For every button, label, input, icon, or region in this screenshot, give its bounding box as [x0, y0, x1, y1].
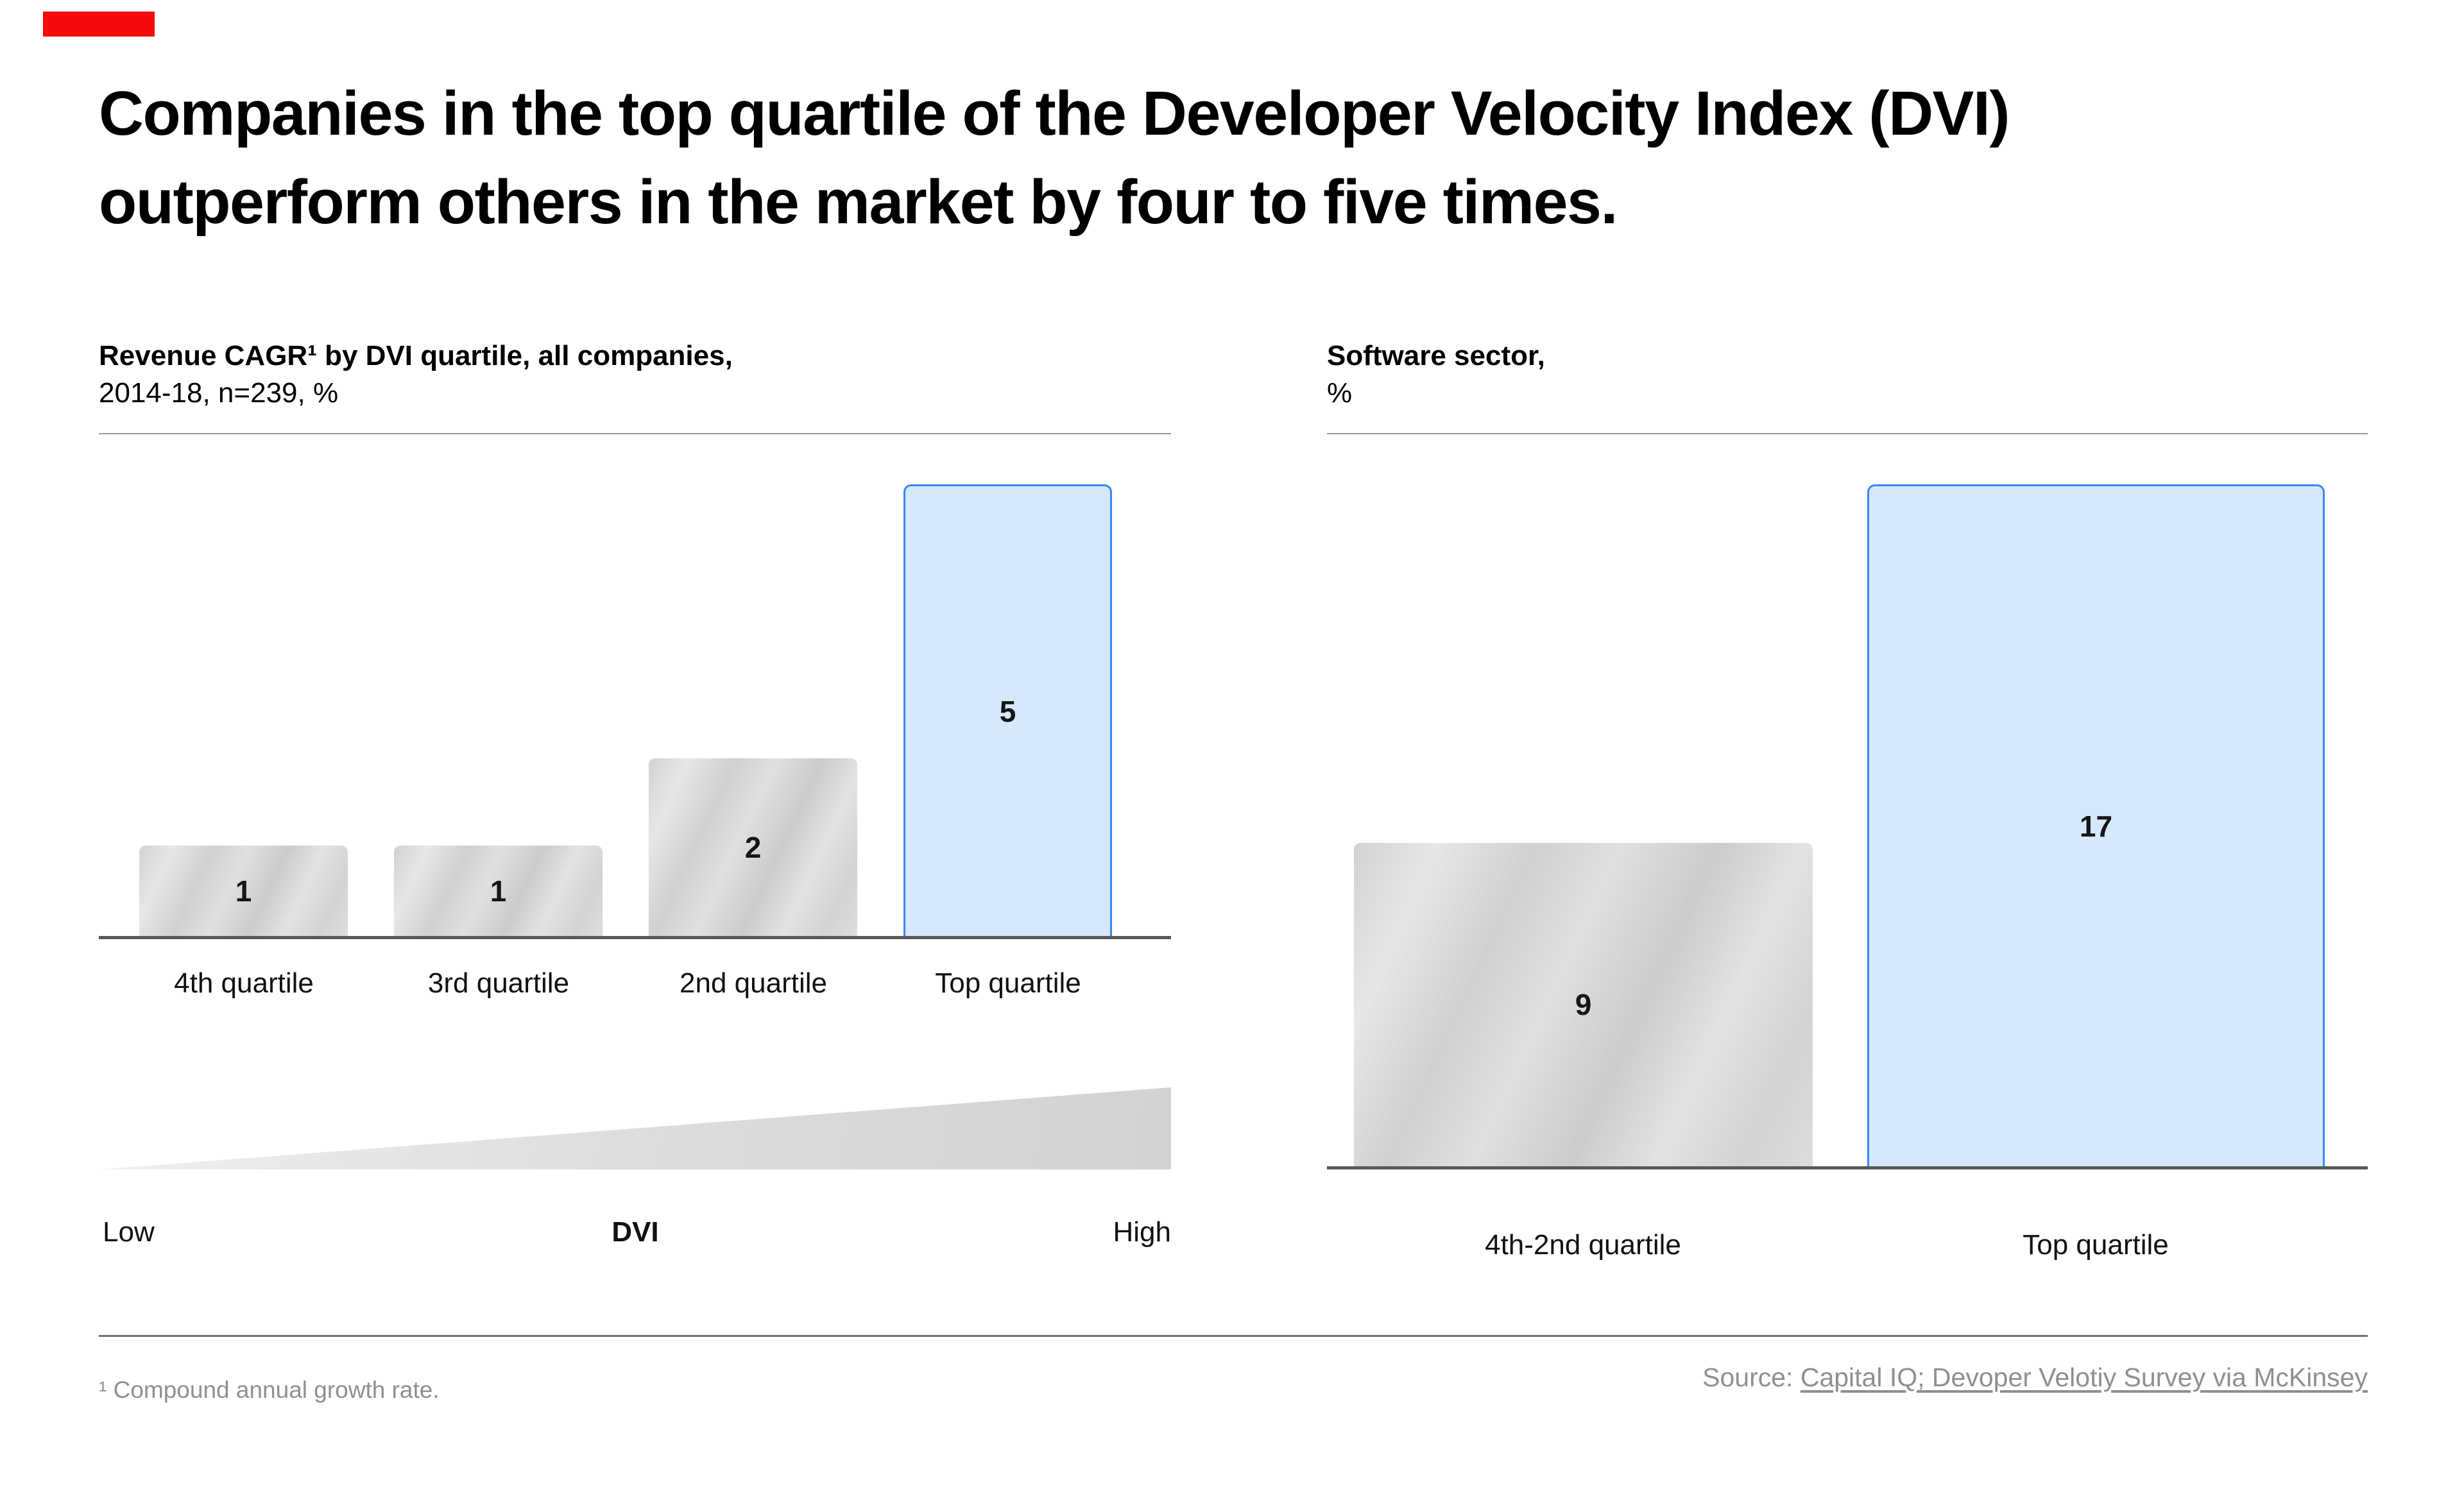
- bar-4th-2nd-quartile-software: 9: [1354, 843, 1813, 1166]
- left-chart-header-sub: 2014-18, n=239, %: [99, 377, 339, 409]
- bar-4th-quartile-value: 1: [235, 874, 252, 908]
- cat-label-4th-2nd-quartile-software: 4th-2nd quartile: [1485, 1229, 1681, 1261]
- footnote: ¹ Compound annual growth rate.: [99, 1377, 440, 1403]
- bar-2nd-quartile-value: 2: [744, 830, 762, 864]
- red-accent-bar: [43, 12, 155, 37]
- bar-2nd-quartile: 2: [649, 758, 857, 936]
- bar-top-quartile-value: 5: [999, 694, 1016, 728]
- right-chart-baseline: [1327, 1166, 2368, 1169]
- bar-top-quartile: 5: [903, 484, 1112, 936]
- source-prefix: Source:: [1702, 1363, 1801, 1392]
- cat-label-3rd-quartile: 3rd quartile: [427, 967, 570, 999]
- dvi-axis-title: DVI: [612, 1216, 659, 1248]
- footer-rule: [99, 1335, 2368, 1337]
- cat-label-4th-quartile: 4th quartile: [174, 967, 314, 999]
- dvi-axis-high-label: High: [1113, 1216, 1172, 1248]
- right-chart-header-bold: Software sector,: [1327, 340, 1545, 371]
- page-title-line1: Companies in the top quartile of the Dev…: [99, 78, 2010, 148]
- source-link[interactable]: Capital IQ; Devoper Velotiy Survey via M…: [1800, 1363, 2368, 1392]
- left-chart-header-bold: Revenue CAGR¹ by DVI quartile, all compa…: [99, 340, 733, 371]
- left-chart-header: Revenue CAGR¹ by DVI quartile, all compa…: [99, 337, 1171, 412]
- bar-4th-2nd-quartile-software-value: 9: [1575, 988, 1592, 1021]
- bar-4th-quartile: 1: [139, 846, 348, 936]
- bar-3rd-quartile: 1: [394, 846, 603, 936]
- cat-label-top-quartile: Top quartile: [935, 967, 1081, 999]
- left-chart-baseline: [99, 936, 1171, 939]
- left-header-rule: [99, 433, 1171, 434]
- right-chart-header: Software sector, %: [1327, 337, 2368, 412]
- cat-label-2nd-quartile: 2nd quartile: [680, 967, 827, 999]
- right-header-rule: [1327, 433, 2368, 434]
- bar-3rd-quartile-value: 1: [490, 874, 507, 908]
- bar-top-quartile-software: 17: [1867, 484, 2325, 1166]
- page-title: Companies in the top quartile of the Dev…: [99, 69, 2396, 246]
- cat-label-top-quartile-software: Top quartile: [2023, 1229, 2169, 1261]
- bar-top-quartile-software-value: 17: [2079, 810, 2113, 843]
- dvi-gradient-wedge: [99, 1087, 1171, 1169]
- page-title-line2: outperform others in the market by four …: [99, 167, 1618, 237]
- dvi-axis-low-label: Low: [103, 1216, 155, 1248]
- source-line: Source: Capital IQ; Devoper Velotiy Surv…: [1469, 1363, 2368, 1393]
- right-chart-header-sub: %: [1327, 377, 1353, 409]
